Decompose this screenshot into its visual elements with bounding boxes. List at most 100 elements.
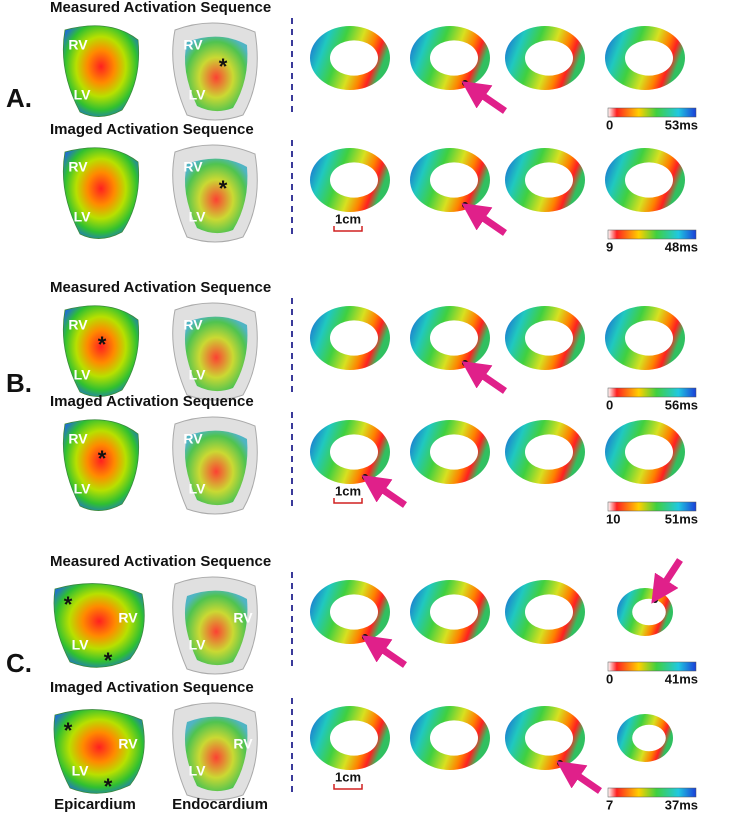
pacing-dot bbox=[462, 80, 468, 86]
epicardium-surface bbox=[62, 147, 139, 239]
heart-label: RV bbox=[68, 37, 88, 53]
heart-slice bbox=[310, 706, 390, 770]
heart-slice bbox=[310, 26, 390, 90]
arrow bbox=[361, 635, 407, 668]
arrow bbox=[461, 81, 507, 114]
heart-slice bbox=[310, 148, 390, 212]
epicardium-surface bbox=[62, 25, 139, 117]
heart-label: LV bbox=[72, 763, 90, 779]
heart-slice bbox=[617, 588, 673, 636]
colorbar-max: 53ms bbox=[665, 117, 698, 132]
epicardium-surface bbox=[62, 305, 139, 397]
footer-label: Epicardium bbox=[54, 796, 136, 813]
epicardium-surface bbox=[53, 583, 145, 668]
heart-label: LV bbox=[72, 637, 90, 653]
heart-label: RV bbox=[183, 37, 203, 53]
heart-label: RV bbox=[68, 159, 88, 175]
heart-slice bbox=[605, 306, 685, 370]
heart-slice bbox=[410, 580, 490, 644]
heart-slice bbox=[410, 148, 490, 212]
heart-slice bbox=[310, 420, 390, 484]
heart-label: LV bbox=[189, 209, 207, 225]
row-title: Imaged Activation Sequence bbox=[50, 679, 254, 696]
heart-slice bbox=[310, 306, 390, 370]
heart-label: RV bbox=[233, 610, 253, 626]
arrow bbox=[556, 761, 602, 794]
heart-slice bbox=[505, 306, 585, 370]
endocardium-surface bbox=[184, 430, 248, 506]
heart-label: RV bbox=[68, 431, 88, 447]
colorbar bbox=[607, 787, 697, 798]
colorbar-min: 9 bbox=[606, 239, 613, 254]
heart-slice bbox=[410, 706, 490, 770]
heart-label: RV bbox=[68, 317, 88, 333]
epicardium-surface bbox=[53, 709, 145, 794]
arrow bbox=[461, 361, 507, 394]
row-title: Measured Activation Sequence bbox=[50, 279, 271, 296]
colorbar-min: 0 bbox=[606, 397, 613, 412]
heart-slice bbox=[605, 420, 685, 484]
panel-label: C. bbox=[6, 648, 32, 678]
colorbar bbox=[607, 107, 697, 118]
pacing-site: * bbox=[219, 54, 228, 79]
row-title: Imaged Activation Sequence bbox=[50, 393, 254, 410]
heart-slice bbox=[410, 306, 490, 370]
heart-label: LV bbox=[189, 481, 207, 497]
panel-label: B. bbox=[6, 368, 32, 398]
colorbar-max: 37ms bbox=[665, 797, 698, 812]
arrow bbox=[651, 558, 683, 604]
pacing-site: * bbox=[64, 718, 73, 743]
colorbar bbox=[607, 661, 697, 672]
heart-label: RV bbox=[183, 431, 203, 447]
pacing-site: * bbox=[219, 176, 228, 201]
pacing-dot bbox=[362, 474, 368, 480]
pacing-site: * bbox=[64, 592, 73, 617]
heart-label: LV bbox=[189, 637, 207, 653]
heart-slice bbox=[505, 148, 585, 212]
scale-label: 1cm bbox=[335, 483, 361, 498]
scale-bar bbox=[333, 226, 363, 232]
heart-slice bbox=[505, 580, 585, 644]
pacing-site: * bbox=[98, 332, 107, 357]
colorbar-max: 48ms bbox=[665, 239, 698, 254]
heart-slice bbox=[310, 580, 390, 644]
pacing-dot bbox=[362, 634, 368, 640]
endocardium-surface bbox=[184, 316, 248, 392]
heart-slice bbox=[505, 420, 585, 484]
arrow bbox=[361, 475, 407, 508]
heart-slice bbox=[410, 420, 490, 484]
colorbar-min: 0 bbox=[606, 117, 613, 132]
colorbar bbox=[607, 229, 697, 240]
heart-label: RV bbox=[183, 159, 203, 175]
pacing-site: * bbox=[104, 774, 113, 799]
heart-label: LV bbox=[74, 87, 92, 103]
heart-slice bbox=[617, 714, 673, 762]
heart-slice bbox=[505, 26, 585, 90]
heart-label: RV bbox=[233, 736, 253, 752]
colorbar-min: 0 bbox=[606, 671, 613, 686]
scale-label: 1cm bbox=[335, 769, 361, 784]
heart-slice bbox=[605, 148, 685, 212]
heart-label: LV bbox=[189, 87, 207, 103]
pacing-dot bbox=[557, 760, 563, 766]
heart-label: LV bbox=[74, 209, 92, 225]
scale-bar bbox=[333, 498, 363, 504]
heart-label: RV bbox=[183, 317, 203, 333]
heart-label: RV bbox=[118, 736, 138, 752]
colorbar-min: 7 bbox=[606, 797, 613, 812]
heart-slice bbox=[605, 26, 685, 90]
pacing-dot bbox=[462, 360, 468, 366]
colorbar bbox=[607, 501, 697, 512]
footer-label: Endocardium bbox=[172, 796, 268, 813]
heart-label: LV bbox=[189, 763, 207, 779]
heart-label: RV bbox=[118, 610, 138, 626]
pacing-dot bbox=[652, 597, 658, 603]
epicardium-surface bbox=[62, 419, 139, 511]
heart-label: LV bbox=[189, 367, 207, 383]
heart-slice bbox=[410, 26, 490, 90]
endocardium-surface bbox=[184, 36, 248, 112]
colorbar-max: 56ms bbox=[665, 397, 698, 412]
pacing-site: * bbox=[98, 446, 107, 471]
panel-label: A. bbox=[6, 83, 32, 113]
